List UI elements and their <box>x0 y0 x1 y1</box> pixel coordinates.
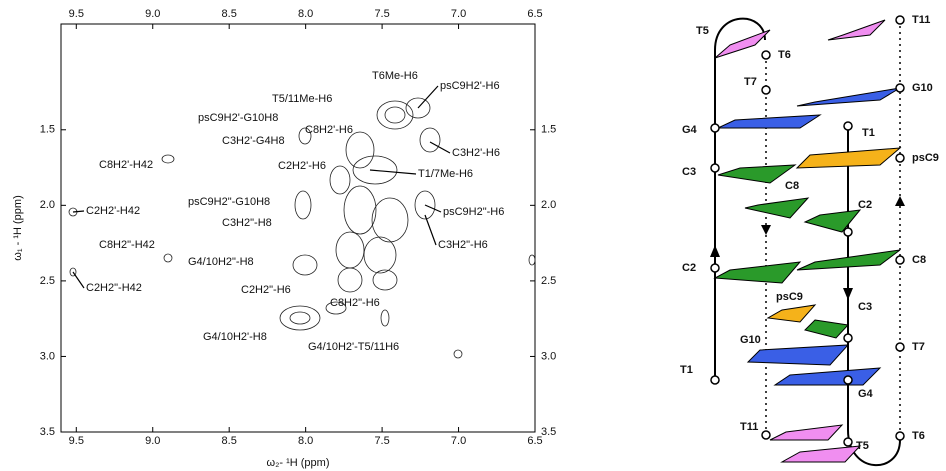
x-tick-label: 8.5 <box>222 435 237 447</box>
peak-annotation: C3H2"-H8 <box>222 217 272 229</box>
x-tick-label: 8.0 <box>298 435 313 447</box>
x-axis-label: ω₂- ¹H (ppm) <box>267 457 330 469</box>
spectrum <box>60 23 536 433</box>
residue-label: C2 <box>682 262 696 274</box>
annotation-pointer <box>417 85 439 109</box>
peak-annotation: C3H2'-G4H8 <box>222 135 285 147</box>
peak-annotation: psC9H2'-H6 <box>440 80 500 92</box>
x-tick-label: 8.0 <box>298 8 313 20</box>
peak-annotation: C2H2"-H42 <box>86 282 142 294</box>
peak-annotation: G4/10H2'-H8 <box>203 331 267 343</box>
x-tick-label: 9.5 <box>69 8 84 20</box>
residue-label: G4 <box>858 388 874 400</box>
annotation-pointer <box>429 141 451 154</box>
structure-diagram: T5 T6 T11 T7 G10 G4 T1 C3 psC9 C8 C2 C2 C8 psC9 C3 G10 T… <box>680 14 939 466</box>
peak-annotation: T6Me-H6 <box>372 70 418 82</box>
peak-annotation: C8H2'-H6 <box>305 124 353 136</box>
residue-label: T11 <box>912 14 930 26</box>
annotation-pointer <box>424 204 442 213</box>
peak-annotation: C2H2"-H6 <box>241 284 291 296</box>
x-tick-label: 7.0 <box>451 435 466 447</box>
residue-label: C8 <box>912 254 926 266</box>
y-tick-label: 3.5 <box>40 426 55 438</box>
cross-peaks <box>68 97 536 359</box>
peak-annotation: psC9H2"-G10H8 <box>188 196 270 208</box>
residue-label: T5 <box>856 440 869 452</box>
residue-label: T6 <box>778 49 791 61</box>
plot-frame <box>60 23 536 433</box>
y-tick-label: 2.5 <box>40 275 55 287</box>
residue-label: G4 <box>682 124 698 136</box>
peak-annotation: C2H2'-H6 <box>278 160 326 172</box>
peak-annotation: psC9H2"-H6 <box>443 206 504 218</box>
peak-annotation: T5/11Me-H6 <box>272 93 332 105</box>
y-axis-label: ω₁ - ¹H (ppm) <box>12 195 24 260</box>
x-tick-label: 7.0 <box>451 8 466 20</box>
annotation-pointer <box>72 210 85 213</box>
residue-label: T6 <box>912 430 925 442</box>
annotation-pointer <box>369 169 417 175</box>
residue-label: T7 <box>744 76 757 88</box>
residue-label: T7 <box>912 341 925 353</box>
residue-label: C8 <box>785 180 799 192</box>
y-tick-label: 2.0 <box>541 199 556 211</box>
x-tick-label: 9.5 <box>69 435 84 447</box>
peak-annotation: T1/7Me-H6 <box>418 168 473 180</box>
residue-label: G10 <box>912 82 933 94</box>
x-tick-label: 9.0 <box>145 8 160 20</box>
y-tick-label: 2.5 <box>541 275 556 287</box>
y-tick-label: 3.0 <box>40 350 55 362</box>
y-tick-label: 3.5 <box>541 426 556 438</box>
y-tick-label: 1.5 <box>541 124 556 136</box>
residue-label: C3 <box>682 166 696 178</box>
residue-label: T11 <box>740 421 758 433</box>
residue-label: psC9 <box>912 152 939 164</box>
x-tick-label: 6.5 <box>527 435 542 447</box>
residue-label: T1 <box>862 127 875 139</box>
peak-annotation: C3H2'-H6 <box>452 147 500 159</box>
peak-annotation: C8H2"-H42 <box>99 239 155 251</box>
x-tick-label: 7.5 <box>374 435 389 447</box>
residue-label: psC9 <box>776 291 803 303</box>
peak-annotation: G4/10H2'-T5/11H6 <box>308 341 399 353</box>
x-tick-label: 9.0 <box>145 435 160 447</box>
peak-annotation: C8H2"-H6 <box>330 297 380 309</box>
x-tick-label: 8.5 <box>222 8 237 20</box>
residue-label: T1 <box>680 364 693 376</box>
y-tick-label: 1.5 <box>40 124 55 136</box>
y-tick-label: 3.0 <box>541 350 556 362</box>
x-tick-label: 7.5 <box>374 8 389 20</box>
peak-annotation: psC9H2'-G10H8 <box>198 112 278 124</box>
peak-annotation: G4/10H2"-H8 <box>188 256 254 268</box>
residue-label: C2 <box>858 199 872 211</box>
x-tick-label: 6.5 <box>527 8 542 20</box>
peak-annotation: C8H2'-H42 <box>99 159 153 171</box>
annotation-pointer <box>72 271 85 289</box>
residue-label: T5 <box>696 25 709 37</box>
y-tick-label: 2.0 <box>40 199 55 211</box>
peak-annotation: C3H2"-H6 <box>438 239 488 251</box>
residue-label: C3 <box>858 301 872 313</box>
residue-label: G10 <box>740 334 761 346</box>
annotation-pointer <box>424 214 437 246</box>
peak-annotation: C2H2'-H42 <box>86 205 140 217</box>
